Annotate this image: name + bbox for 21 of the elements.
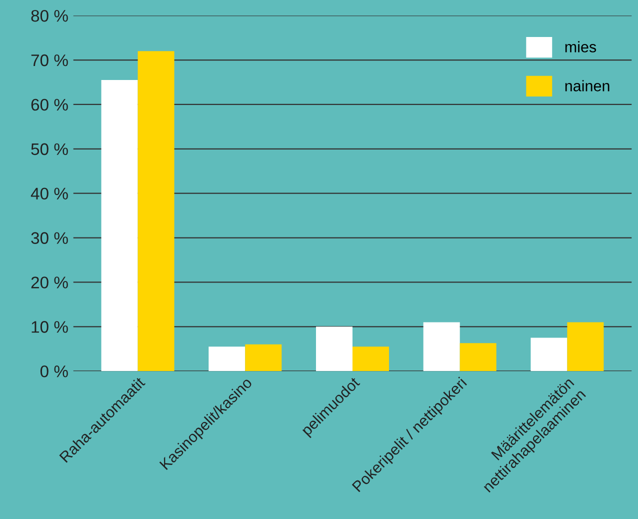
legend-label: nainen <box>565 80 610 92</box>
y-tick-label: 0 % <box>40 365 68 378</box>
legend-label: mies <box>565 41 596 52</box>
bar <box>316 326 352 372</box>
bar <box>208 346 246 372</box>
bar <box>567 322 604 372</box>
bar <box>352 346 389 372</box>
y-tick-label: 30 % <box>31 232 68 244</box>
bar <box>530 338 568 372</box>
y-tick-label: 50 % <box>31 143 68 156</box>
bar <box>460 343 496 372</box>
y-tick-label: 10 % <box>32 321 68 333</box>
bar <box>245 344 282 372</box>
bar <box>138 51 174 372</box>
y-tick-label: 60 % <box>31 98 68 111</box>
y-tick-label: 80 % <box>31 10 68 22</box>
y-tick-label: 70 % <box>31 54 68 66</box>
bar <box>423 322 460 372</box>
y-tick-label: 40 % <box>30 188 68 200</box>
y-tick-label: 20 % <box>31 276 68 288</box>
bar <box>101 80 138 372</box>
